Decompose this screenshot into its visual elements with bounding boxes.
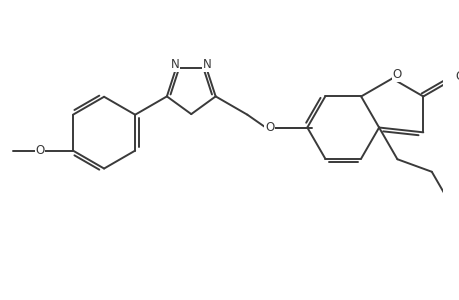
Text: O: O — [454, 70, 459, 83]
Text: O: O — [392, 68, 401, 81]
Text: O: O — [264, 121, 274, 134]
Text: N: N — [202, 58, 211, 71]
Text: O: O — [35, 144, 45, 157]
Text: N: N — [170, 58, 179, 71]
